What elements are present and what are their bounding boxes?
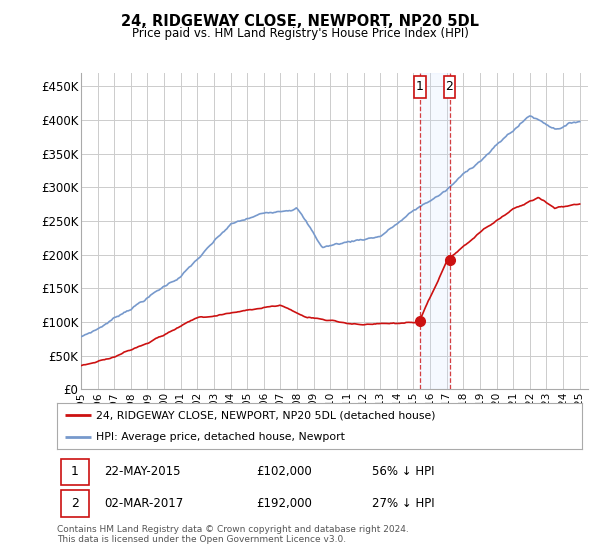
- FancyBboxPatch shape: [414, 76, 425, 97]
- Text: 2: 2: [71, 497, 79, 510]
- Text: 56% ↓ HPI: 56% ↓ HPI: [372, 465, 434, 478]
- FancyBboxPatch shape: [61, 459, 89, 485]
- Text: 24, RIDGEWAY CLOSE, NEWPORT, NP20 5DL (detached house): 24, RIDGEWAY CLOSE, NEWPORT, NP20 5DL (d…: [97, 410, 436, 420]
- Text: 2: 2: [446, 81, 454, 94]
- Bar: [420, 73, 449, 389]
- FancyBboxPatch shape: [444, 76, 455, 97]
- Text: 02-MAR-2017: 02-MAR-2017: [104, 497, 184, 510]
- Text: 24, RIDGEWAY CLOSE, NEWPORT, NP20 5DL: 24, RIDGEWAY CLOSE, NEWPORT, NP20 5DL: [121, 14, 479, 29]
- Text: 22-MAY-2015: 22-MAY-2015: [104, 465, 181, 478]
- Text: 27% ↓ HPI: 27% ↓ HPI: [372, 497, 434, 510]
- Text: HPI: Average price, detached house, Newport: HPI: Average price, detached house, Newp…: [97, 432, 345, 442]
- Text: 1: 1: [416, 81, 424, 94]
- Text: Contains HM Land Registry data © Crown copyright and database right 2024.
This d: Contains HM Land Registry data © Crown c…: [57, 525, 409, 544]
- FancyBboxPatch shape: [61, 491, 89, 517]
- Text: 1: 1: [71, 465, 79, 478]
- Text: Price paid vs. HM Land Registry's House Price Index (HPI): Price paid vs. HM Land Registry's House …: [131, 27, 469, 40]
- Text: £192,000: £192,000: [257, 497, 313, 510]
- Text: £102,000: £102,000: [257, 465, 312, 478]
